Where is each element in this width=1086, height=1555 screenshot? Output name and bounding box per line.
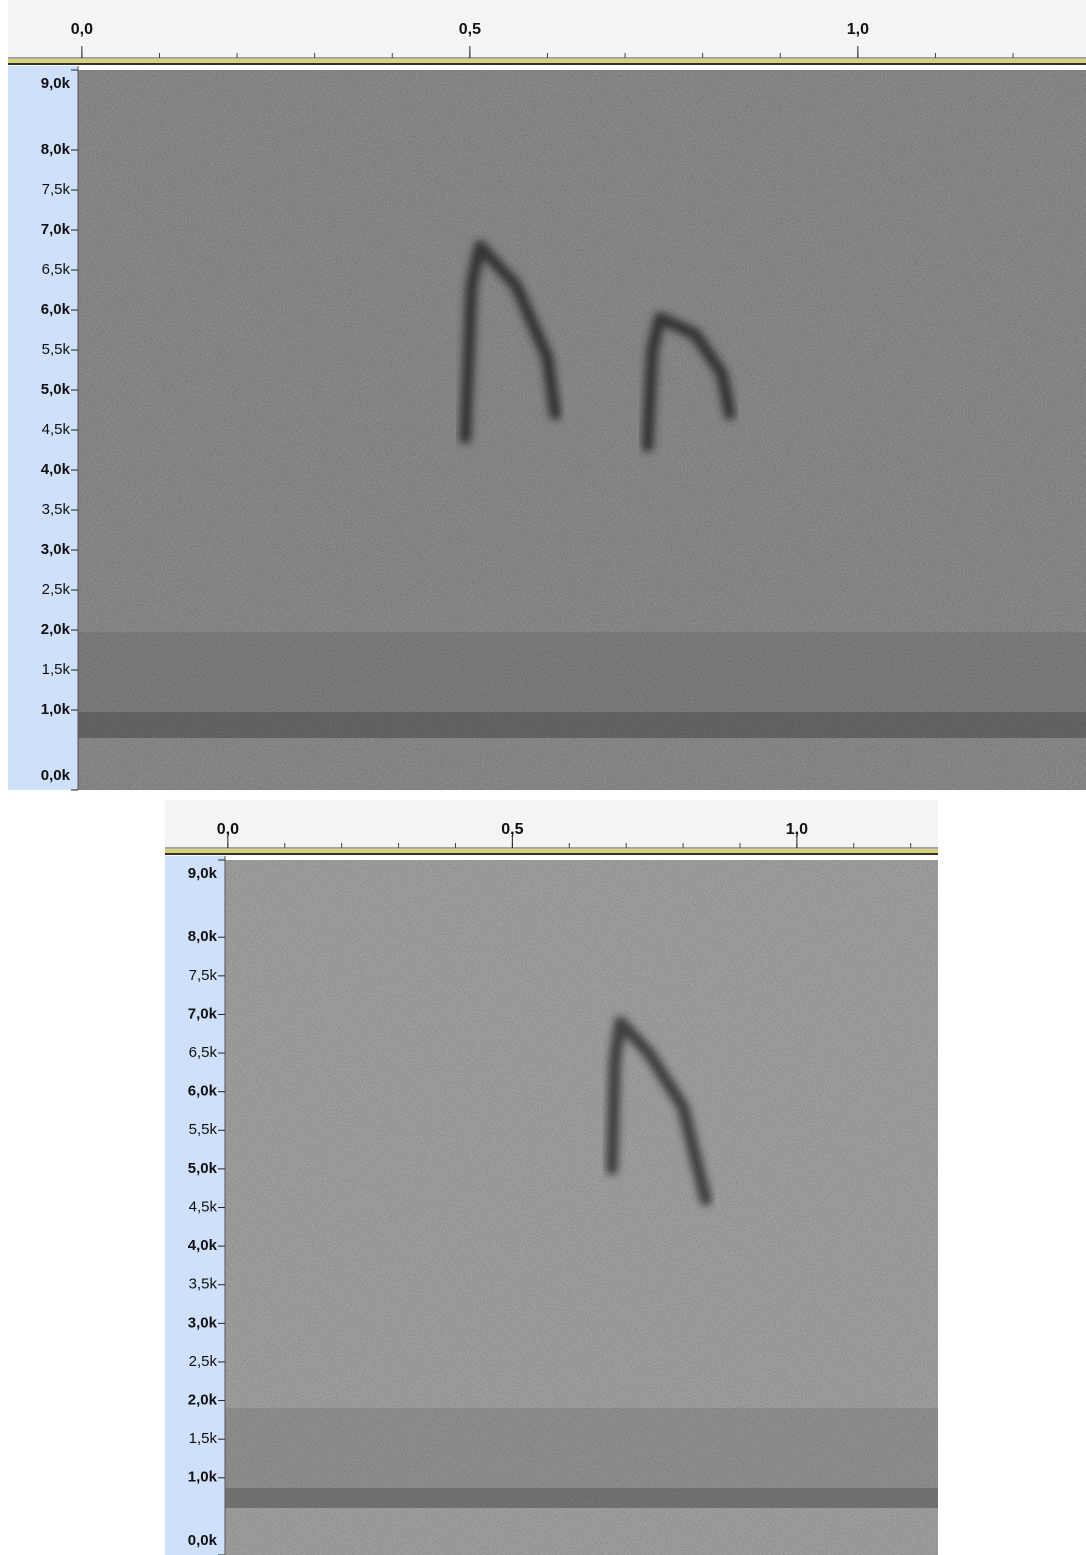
y-tick-label: 3,0k — [41, 541, 71, 558]
y-tick-label: 1,0k — [188, 1469, 218, 1486]
y-tick-label: 8,0k — [41, 141, 71, 158]
y-tick-label: 0,0k — [41, 767, 71, 784]
ruler-divider — [165, 849, 938, 853]
x-tick-label: 0,5 — [501, 821, 523, 838]
time-ruler — [165, 800, 938, 848]
y-tick-label: 5,5k — [42, 341, 71, 358]
y-tick-label: 7,0k — [188, 1005, 218, 1022]
y-tick-label: 9,0k — [41, 75, 71, 92]
y-tick-label: 8,0k — [188, 928, 218, 945]
y-tick-label: 2,0k — [188, 1392, 218, 1409]
y-tick-label: 4,5k — [42, 421, 71, 438]
low-frequency-noise — [225, 1408, 938, 1488]
call-syllable — [605, 1016, 712, 1206]
x-tick-label: 0,5 — [459, 21, 481, 38]
y-tick-label: 5,0k — [41, 381, 71, 398]
y-tick-label: 6,0k — [188, 1083, 218, 1100]
y-tick-label: 4,5k — [189, 1198, 218, 1215]
y-tick-label: 7,5k — [189, 967, 218, 984]
frequency-axis — [8, 66, 78, 790]
y-tick-label: 2,0k — [41, 621, 71, 638]
call-syllable — [459, 240, 562, 444]
low-frequency-band — [225, 1488, 938, 1508]
y-tick-label: 1,5k — [189, 1430, 218, 1447]
noise-texture — [78, 70, 1086, 790]
y-tick-label: 7,0k — [41, 221, 71, 238]
noise-texture — [225, 860, 938, 1555]
y-tick-label: 3,5k — [42, 501, 71, 518]
y-tick-label: 3,0k — [188, 1314, 218, 1331]
y-tick-label: 3,5k — [189, 1276, 218, 1293]
ruler-divider — [8, 59, 1086, 63]
time-ruler — [8, 0, 1086, 58]
x-tick-label: 0,0 — [217, 821, 239, 838]
y-tick-label: 1,0k — [41, 701, 71, 718]
call-syllable — [641, 312, 736, 452]
x-tick-label: 0,0 — [71, 21, 93, 38]
y-tick-label: 1,5k — [42, 661, 71, 678]
y-tick-label: 5,5k — [189, 1121, 218, 1138]
frequency-axis — [165, 856, 225, 1555]
y-tick-label: 7,5k — [42, 181, 71, 198]
low-frequency-band — [78, 712, 1086, 738]
y-tick-label: 4,0k — [41, 461, 71, 478]
low-frequency-noise — [78, 632, 1086, 712]
y-tick-label: 6,5k — [189, 1044, 218, 1061]
y-tick-label: 2,5k — [189, 1353, 218, 1370]
y-tick-label: 2,5k — [42, 581, 71, 598]
x-tick-label: 1,0 — [847, 21, 869, 38]
y-tick-label: 9,0k — [188, 865, 218, 882]
y-tick-label: 4,0k — [188, 1237, 218, 1254]
y-tick-label: 6,5k — [42, 261, 71, 278]
y-tick-label: 6,0k — [41, 301, 71, 318]
y-tick-label: 5,0k — [188, 1160, 218, 1177]
x-tick-label: 1,0 — [786, 821, 808, 838]
y-tick-label: 0,0k — [188, 1532, 218, 1549]
